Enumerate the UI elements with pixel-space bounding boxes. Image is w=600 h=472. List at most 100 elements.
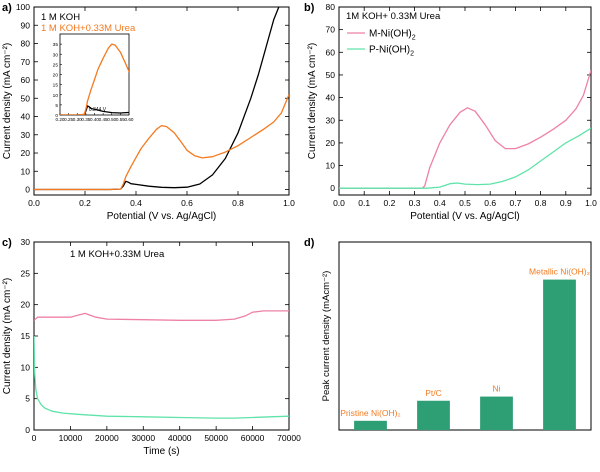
- y-axis-title: Peak current density (mAcm⁻²): [321, 271, 332, 402]
- legend-entry: 1 M KOH: [41, 12, 80, 23]
- y-tick-label: 30: [326, 115, 336, 125]
- y-tick-label: 60: [21, 75, 31, 85]
- plot-frame: [33, 241, 290, 431]
- panel-title: 1M KOH+ 0.33M Urea: [346, 11, 441, 22]
- bar-2: [480, 396, 513, 430]
- x-axis-title: Potential (V vs. Ag/AgCl): [107, 211, 217, 222]
- y-tick-label: 20: [21, 300, 31, 310]
- x-tick-label: 0.1: [358, 198, 370, 208]
- inset-x-tick-label: 0.55: [116, 117, 125, 122]
- legend-entry: M-Ni(OH)2: [369, 29, 416, 42]
- inset-x-tick-label: 0.30: [73, 117, 82, 122]
- y-tick-label: 20: [21, 148, 31, 158]
- inset-y-tick-label: 20: [53, 73, 59, 79]
- plot-frame: [338, 241, 592, 431]
- x-tick-label: 0.6: [181, 198, 193, 208]
- series-line: [34, 335, 289, 419]
- x-tick-label: 1.0: [283, 198, 295, 208]
- x-axis-title: Potential (V vs. Ag/AgCl): [410, 211, 520, 222]
- y-tick-label: 0: [25, 185, 30, 195]
- legend-entry: 1 M KOH+0.33M Urea: [41, 23, 136, 34]
- legend-entry: P-Ni(OH)2: [369, 45, 414, 58]
- bar-label: Pt/C: [425, 388, 442, 398]
- y-tick-label: 90: [21, 20, 31, 30]
- panel-label: d): [304, 237, 315, 249]
- inset-y-tick-label: 5: [55, 103, 58, 109]
- panel-b: 0.0 0.1 0.2 0.3 0.4 0.5 0.6 0.7 0.8 0.9 1.0 0 10 20 30…: [304, 2, 597, 222]
- x-tick-label: 20000: [95, 433, 119, 443]
- series-line: [339, 70, 591, 189]
- legend-entry-name: P-Ni(OH): [369, 45, 410, 56]
- y-tick-label: 80: [326, 2, 336, 12]
- y-tick-label: 30: [21, 237, 31, 247]
- inset-x-tick-label: 0.20: [56, 117, 65, 122]
- y-tick-label: 80: [21, 39, 31, 49]
- x-tick-label: 0.6: [484, 198, 496, 208]
- inset-x-tick-label: 0.40: [90, 117, 99, 122]
- x-axis-title: Time (s): [143, 446, 179, 457]
- y-tick-label: 50: [326, 70, 336, 80]
- x-tick-label: 0.4: [434, 198, 446, 208]
- x-tick-label: 0.5: [459, 198, 471, 208]
- y-tick-label: 100: [16, 2, 30, 12]
- inset-plot: 0.20 0.25 0.30 0.35 0.40 0.45 0.50 0.55 0.60 0 5 10…: [53, 33, 134, 122]
- y-tick-label: 10: [326, 161, 336, 171]
- panel-title: 1 M KOH+0.33M Urea: [70, 249, 165, 260]
- y-tick-label: 70: [326, 25, 336, 35]
- bar-3: [543, 279, 576, 430]
- inset-y-tick-label: 30: [53, 52, 59, 58]
- x-tick-label: 40000: [168, 433, 192, 443]
- y-tick-label: 25: [21, 268, 31, 278]
- bar-label: Ni: [492, 384, 500, 394]
- y-tick-label: 20: [326, 138, 336, 148]
- inset-annotation: 0.344 V: [89, 107, 107, 113]
- x-tick-label: 0.4: [130, 198, 142, 208]
- panel-label: a): [2, 2, 12, 14]
- bar-label: Pristine Ni(OH)₂: [340, 408, 400, 418]
- panel-label: c): [2, 237, 12, 249]
- inset-y-tick-label: 0: [55, 113, 58, 119]
- panel-d: d) Peak current density (mAcm⁻²) Pristine …: [304, 237, 592, 431]
- y-tick-label: 5: [25, 394, 30, 404]
- legend-entry-subscript: 2: [410, 51, 414, 58]
- y-tick-label: 70: [21, 57, 31, 67]
- x-tick-label: 60000: [241, 433, 265, 443]
- y-tick-label: 40: [326, 93, 336, 103]
- bar-label: Metallic Ni(OH)₂: [529, 267, 590, 277]
- series-line: [34, 7, 280, 191]
- series-line: [34, 310, 289, 321]
- x-tick-label: 30000: [131, 433, 155, 443]
- x-tick-label: 0.2: [79, 198, 91, 208]
- inset-y-tick-label: 10: [53, 93, 59, 99]
- series-line: [60, 105, 129, 115]
- x-tick-label: 0.0: [333, 198, 345, 208]
- x-tick-label: 0.8: [232, 198, 244, 208]
- inset-x-tick-label: 0.25: [64, 117, 73, 122]
- series-line: [60, 43, 129, 115]
- y-tick-label: 15: [21, 331, 31, 341]
- y-tick-label: 0: [25, 425, 30, 435]
- inset-x-tick-label: 0.50: [107, 117, 116, 122]
- inset-x-tick-label: 0.45: [99, 117, 108, 122]
- panel-c: 0 10000 20000 30000 40000 50000 60000 70000 0 5 10…: [2, 237, 301, 457]
- y-tick-label: 0: [330, 183, 335, 193]
- series-line: [339, 127, 591, 189]
- x-tick-label: 0: [32, 433, 37, 443]
- x-tick-label: 0.2: [383, 198, 395, 208]
- inset-x-tick-label: 0.60: [125, 117, 134, 122]
- bar-0: [354, 420, 387, 430]
- plot-frame: [33, 6, 290, 196]
- y-tick-label: 50: [21, 93, 31, 103]
- y-tick-label: 30: [21, 130, 31, 140]
- y-axis-title: Current density (mA cm⁻²): [307, 43, 318, 159]
- x-tick-label: 10000: [59, 433, 83, 443]
- inset-y-tick-label: 15: [53, 83, 59, 89]
- y-axis-title: Current density (mA cm⁻²): [2, 278, 13, 394]
- bar-1: [417, 400, 450, 430]
- legend-entry-name: M-Ni(OH): [369, 29, 412, 40]
- inset-x-tick-label: 0.35: [81, 117, 90, 122]
- inset-frame: [59, 33, 130, 116]
- y-tick-label: 40: [21, 112, 31, 122]
- x-tick-label: 0.8: [535, 198, 547, 208]
